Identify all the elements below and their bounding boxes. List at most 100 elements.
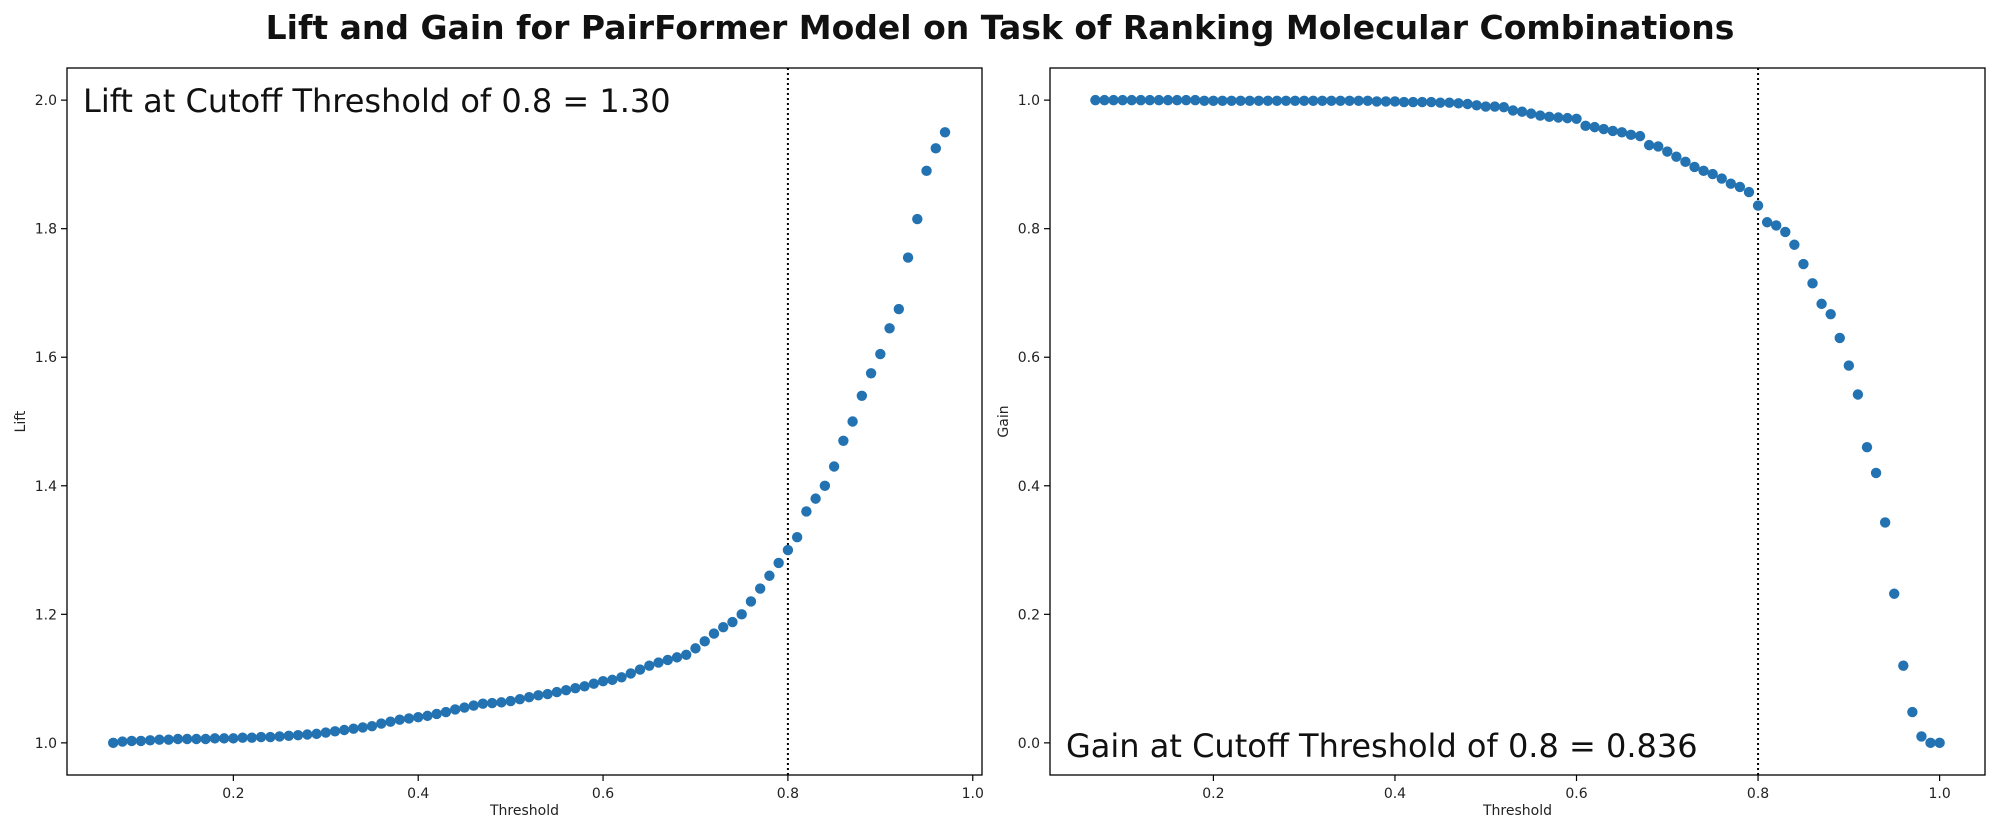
- lift-data-point: [542, 688, 553, 700]
- lift-data-point: [228, 733, 239, 744]
- gain-data-point: [1870, 467, 1882, 479]
- gain-data-point: [1516, 106, 1528, 117]
- lift-data-point: [625, 668, 636, 679]
- gain-data-point: [1780, 226, 1791, 238]
- gain-x-tick-label: 1.0: [1928, 786, 1950, 802]
- lift-data-point: [708, 628, 720, 639]
- gain-data-point: [1843, 360, 1855, 371]
- gain-data-point: [1589, 121, 1600, 133]
- gain-data-point: [1534, 110, 1546, 121]
- gain-data-point: [1180, 94, 1192, 106]
- gain-data-point: [1253, 95, 1264, 106]
- lift-data-point: [514, 693, 526, 705]
- lift-data-point: [302, 729, 313, 740]
- lift-data-point: [736, 609, 747, 620]
- gain-data-point: [1453, 98, 1464, 109]
- gain-data-point: [1916, 731, 1927, 742]
- gain-data-point: [1262, 95, 1274, 106]
- gain-data-point: [1625, 129, 1637, 141]
- lift-data-point: [607, 674, 618, 686]
- gain-data-point: [1153, 94, 1165, 106]
- gain-data-point: [1416, 96, 1428, 108]
- gain-y-tick-label: 0.2: [1018, 607, 1040, 623]
- gain-y-tick-label: 0.6: [1018, 350, 1040, 366]
- gain-data-point: [1771, 220, 1782, 231]
- lift-data-point: [773, 557, 784, 569]
- lift-data-point: [108, 737, 119, 749]
- gain-data-point: [1544, 111, 1555, 123]
- gain-data-point: [1643, 139, 1655, 151]
- gain-data-point: [1525, 108, 1537, 119]
- gain-data-point: [1462, 98, 1473, 110]
- gain-data-point: [1716, 173, 1727, 184]
- gain-data-point: [1380, 96, 1392, 107]
- gain-data-point: [1099, 94, 1110, 106]
- lift-data-point: [801, 506, 812, 517]
- lift-data-point: [376, 718, 387, 729]
- gain-data-point: [1280, 95, 1292, 106]
- lift-y-tick-label: 1.6: [35, 350, 57, 366]
- lift-data-point: [533, 690, 544, 701]
- lift-data-point: [671, 652, 683, 663]
- gain-data-point: [1553, 112, 1564, 123]
- lift-x-axis-label: Threshold: [489, 803, 559, 819]
- gain-data-point: [1235, 95, 1246, 106]
- gain-data-point: [1825, 308, 1836, 320]
- gain-chart-panel: 0.2 0.4 0.6 0.8 1.0 0.0 0.2 0.4 0.6 0.8 1.0 Thresho…: [996, 67, 1986, 819]
- lift-data-point: [366, 720, 378, 732]
- lift-data-point: [791, 531, 803, 543]
- gain-data-point: [1226, 95, 1237, 106]
- lift-data-point: [486, 697, 498, 709]
- gain-data-point: [1653, 141, 1664, 152]
- lift-data-point: [699, 636, 710, 647]
- lift-data-point: [255, 731, 267, 743]
- gain-data-point: [1879, 517, 1891, 528]
- gain-data-point: [1934, 737, 1945, 749]
- lift-y-tick-label: 1.4: [35, 479, 57, 495]
- gain-data-point: [1861, 442, 1873, 453]
- gain-y-axis-label: Gain: [996, 405, 1012, 437]
- gain-data-point: [1217, 95, 1228, 106]
- lift-data-point: [246, 732, 258, 743]
- lift-data-point: [459, 702, 470, 713]
- lift-data-point: [181, 733, 193, 745]
- lift-y-axis-label: Lift: [13, 410, 29, 432]
- gain-data-point: [1707, 168, 1718, 180]
- gain-data-point: [1298, 95, 1310, 106]
- gain-data-point: [1435, 97, 1446, 108]
- gain-data-point: [1789, 239, 1800, 250]
- gain-data-point: [1144, 94, 1156, 106]
- gain-data-point: [1090, 94, 1101, 106]
- gain-data-point: [1353, 95, 1364, 106]
- gain-data-point: [1734, 181, 1746, 193]
- lift-y-tick-label: 1.8: [35, 222, 57, 238]
- lift-data-point: [754, 583, 766, 594]
- gain-data-point: [1634, 130, 1646, 142]
- gain-data-point: [1344, 95, 1355, 106]
- gain-x-tick-label: 0.4: [1384, 786, 1406, 802]
- lift-x-tick-label: 0.2: [222, 786, 244, 802]
- gain-x-tick-label: 0.8: [1747, 786, 1769, 802]
- lift-data-point: [431, 708, 442, 720]
- lift-data-point: [560, 684, 572, 696]
- gain-data-point: [1326, 95, 1337, 106]
- lift-data-point: [218, 733, 230, 744]
- gain-data-point: [1743, 186, 1755, 198]
- lift-data-point: [662, 654, 673, 666]
- lift-data-point: [865, 368, 877, 379]
- lift-data-point: [440, 706, 452, 718]
- lift-data-point: [154, 734, 165, 745]
- gain-data-point: [1308, 95, 1319, 106]
- gain-data-point: [1907, 706, 1918, 718]
- gain-data-point: [1271, 95, 1283, 106]
- gain-y-tick-label: 0.4: [1018, 479, 1040, 495]
- lift-data-point: [570, 683, 581, 694]
- lift-x-tick-label: 1.0: [962, 786, 984, 802]
- lift-data-point: [357, 722, 368, 733]
- lift-data-point: [265, 731, 276, 743]
- gain-data-point: [1317, 95, 1328, 106]
- gain-data-point: [1889, 588, 1900, 599]
- gain-data-point: [1689, 161, 1700, 173]
- lift-data-point: [597, 675, 609, 687]
